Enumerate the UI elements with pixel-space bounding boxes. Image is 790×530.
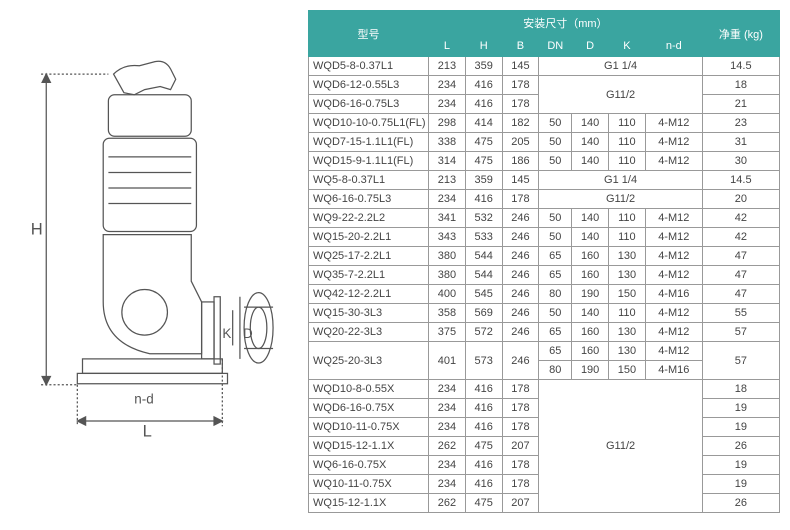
label-L: L bbox=[143, 421, 152, 440]
table-row: WQD15-9-1.1L1(FL)314475186501401104-M123… bbox=[309, 152, 780, 171]
th-DN: DN bbox=[539, 36, 572, 57]
th-B: B bbox=[502, 36, 539, 57]
table-row: WQ25-17-2.2L1380544246651601304-M1247 bbox=[309, 247, 780, 266]
th-D: D bbox=[572, 36, 609, 57]
table-row: WQD10-10-0.75L1(FL)298414182501401104-M1… bbox=[309, 114, 780, 133]
table-row: WQD5-8-0.37L1213359145G1 1/414.5 bbox=[309, 57, 780, 76]
table-row: WQ5-8-0.37L1213359145G1 1/414.5 bbox=[309, 171, 780, 190]
table-row: WQ35-7-2.2L1380544246651601304-M1247 bbox=[309, 266, 780, 285]
table-row: WQ15-30-3L3358569246501401104-M1255 bbox=[309, 304, 780, 323]
pump-svg: H L K D n-d bbox=[10, 43, 300, 478]
th-K: K bbox=[609, 36, 646, 57]
th-H: H bbox=[465, 36, 502, 57]
th-dims: 安装尺寸（mm） bbox=[429, 11, 703, 36]
spec-table-container: 型号 安装尺寸（mm） 净重 (kg) LHBDNDKn-d WQD5-8-0.… bbox=[308, 10, 780, 520]
label-K: K bbox=[222, 326, 231, 341]
th-L: L bbox=[429, 36, 466, 57]
table-row: WQ6-16-0.75L3234416178G11/220 bbox=[309, 190, 780, 209]
spec-table: 型号 安装尺寸（mm） 净重 (kg) LHBDNDKn-d WQD5-8-0.… bbox=[308, 10, 780, 513]
table-row: WQ15-20-2.2L1343533246501401104-M1242 bbox=[309, 228, 780, 247]
label-H: H bbox=[31, 219, 43, 238]
table-row: WQ25-20-3L3401573246651601304-M1257 bbox=[309, 342, 780, 361]
table-row: WQ9-22-2.2L2341532246501401104-M1242 bbox=[309, 209, 780, 228]
th-weight: 净重 (kg) bbox=[702, 11, 779, 57]
label-nd: n-d bbox=[134, 391, 153, 406]
table-body: WQD5-8-0.37L1213359145G1 1/414.5WQD6-12-… bbox=[309, 57, 780, 513]
table-row: WQ42-12-2.2L1400545246801901504-M1647 bbox=[309, 285, 780, 304]
table-row: WQD10-8-0.55X234416178G11/218 bbox=[309, 380, 780, 399]
label-D: D bbox=[243, 326, 253, 341]
table-row: WQD6-12-0.55L3234416178G11/218 bbox=[309, 76, 780, 95]
pump-diagram: H L K D n-d bbox=[10, 10, 300, 510]
table-row: WQD7-15-1.1L1(FL)338475205501401104-M123… bbox=[309, 133, 780, 152]
table-row: WQ20-22-3L3375572246651601304-M1257 bbox=[309, 323, 780, 342]
th-n-d: n-d bbox=[645, 36, 702, 57]
th-model: 型号 bbox=[309, 11, 429, 57]
